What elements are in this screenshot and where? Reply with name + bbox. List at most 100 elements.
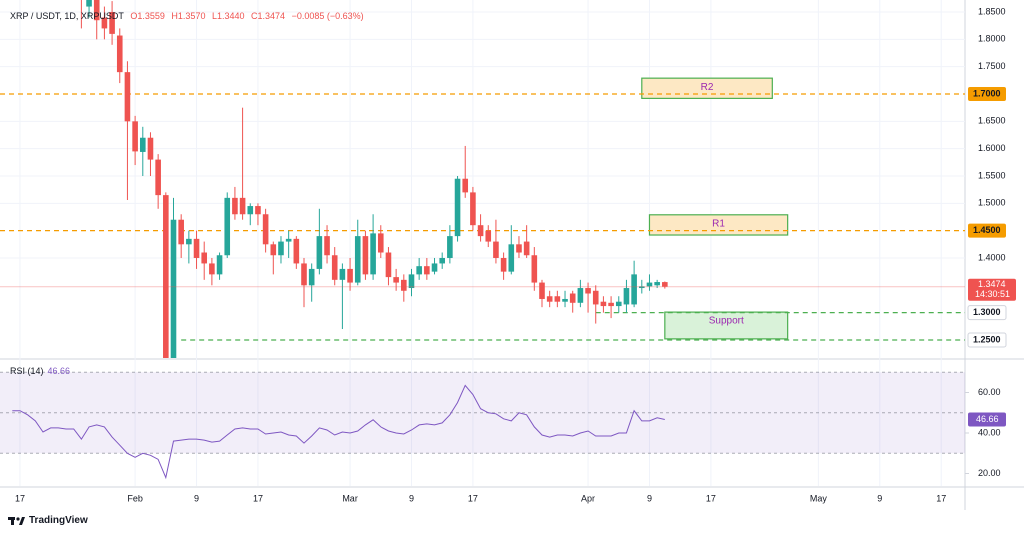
candle-body — [201, 252, 208, 264]
candle-body — [493, 241, 499, 258]
branding[interactable]: TradingView — [8, 515, 88, 526]
zone-box — [648, 214, 789, 236]
level-label-bg — [967, 332, 1007, 348]
candle-body — [477, 225, 484, 237]
level-label: 1.4500 — [973, 225, 1001, 235]
candle-body — [86, 0, 92, 7]
candle-body — [347, 268, 353, 283]
candle-body — [554, 296, 561, 302]
candle-body — [470, 192, 476, 226]
y-tick-label: 1.7500 — [978, 61, 1006, 71]
candle-body — [585, 288, 591, 294]
brand-name: TradingView — [29, 515, 88, 526]
x-tick-label: 17 — [253, 493, 263, 503]
zone-label: R1 — [712, 218, 725, 229]
candle-body — [623, 288, 630, 305]
candle-body — [577, 288, 584, 303]
candle-body — [377, 233, 384, 253]
y-tick-label: 1.8500 — [978, 6, 1006, 16]
candle-body — [393, 277, 399, 283]
countdown: 14:30:51 — [975, 289, 1010, 299]
x-tick-label: 17 — [15, 493, 25, 503]
rsi-tick-label: 20.00 — [978, 468, 1001, 478]
candle-body — [339, 268, 346, 280]
level-label: 1.3000 — [973, 307, 1001, 317]
candle-body — [638, 286, 645, 289]
ohlc-open: O1.3559 — [130, 11, 165, 21]
x-tick-label: 9 — [409, 493, 414, 503]
x-tick-label: Feb — [127, 493, 143, 503]
logo — [8, 516, 25, 525]
zone-box — [641, 77, 773, 99]
candle-body — [324, 236, 330, 256]
candle-body — [316, 236, 323, 269]
zone-box — [664, 311, 789, 340]
candle-body — [354, 236, 361, 283]
candle-body — [232, 197, 238, 215]
candle-body — [178, 219, 184, 245]
ohlc-high: H1.3570 — [171, 11, 206, 21]
candle-body — [255, 206, 261, 215]
candle-body — [485, 230, 492, 242]
candle-body — [163, 195, 169, 358]
candle-body — [424, 266, 430, 275]
candle-body — [193, 238, 200, 258]
candle-body — [216, 255, 223, 275]
candle-body — [462, 178, 469, 193]
y-tick-label: 1.6000 — [978, 143, 1006, 153]
rsi-value-bg — [968, 412, 1006, 427]
candle-body — [301, 263, 307, 286]
last-price-label: 1.3474 — [978, 279, 1006, 289]
level-label: 1.7000 — [973, 88, 1001, 98]
candle-body — [447, 236, 453, 258]
symbol: XRP / USDT, 1D, XRPUSDT — [10, 11, 124, 21]
y-tick-label: 1.4000 — [978, 252, 1006, 262]
candle-body — [431, 263, 438, 272]
candle-body — [224, 197, 231, 256]
rsi-tick-label: 40.00 — [978, 427, 1001, 437]
candle-body — [615, 301, 622, 307]
x-tick-label: May — [810, 493, 828, 503]
candle-body — [439, 257, 445, 264]
x-tick-label: Mar — [342, 493, 358, 503]
y-tick-label: 1.5500 — [978, 170, 1006, 180]
y-tick-label: 1.5000 — [978, 198, 1006, 208]
x-tick-label: 9 — [647, 493, 652, 503]
candle-body — [523, 241, 530, 256]
candle-body — [370, 233, 376, 275]
rsi-tick-label: 60.00 — [978, 387, 1001, 397]
level-label-bg — [968, 87, 1006, 102]
rsi-value-label: 46.66 — [976, 414, 999, 424]
candle-body — [646, 282, 653, 287]
candle-body — [516, 244, 522, 253]
candle-body — [631, 274, 637, 305]
candle-body — [124, 72, 131, 122]
candle-body — [247, 206, 254, 215]
zone-label: R2 — [701, 82, 714, 93]
candle-body — [508, 244, 515, 272]
candle-body — [293, 238, 300, 264]
candle-body — [539, 282, 545, 299]
y-tick-label: 1.8000 — [978, 34, 1006, 44]
y-tick-label: 1.6500 — [978, 116, 1006, 126]
x-tick-label: 9 — [194, 493, 199, 503]
candle-body — [331, 255, 338, 280]
candle-body — [654, 282, 660, 286]
candle-body — [531, 255, 538, 283]
last-price-bg — [968, 278, 1016, 301]
x-tick-label: 17 — [936, 493, 946, 503]
x-tick-label: 17 — [468, 493, 478, 503]
candle-body — [239, 197, 246, 215]
candle-body — [170, 219, 177, 358]
candle-body — [662, 282, 668, 287]
candle-body — [285, 238, 292, 242]
rsi-title: RSI (14) — [10, 366, 44, 376]
candle-body — [155, 159, 161, 196]
candle-body — [569, 293, 576, 303]
ohlc-close: C1.3474 — [251, 11, 286, 21]
rsi-legend: RSI (14) 46.66 — [10, 366, 70, 376]
level-label-bg — [968, 223, 1006, 238]
rsi-value: 46.66 — [47, 366, 71, 376]
